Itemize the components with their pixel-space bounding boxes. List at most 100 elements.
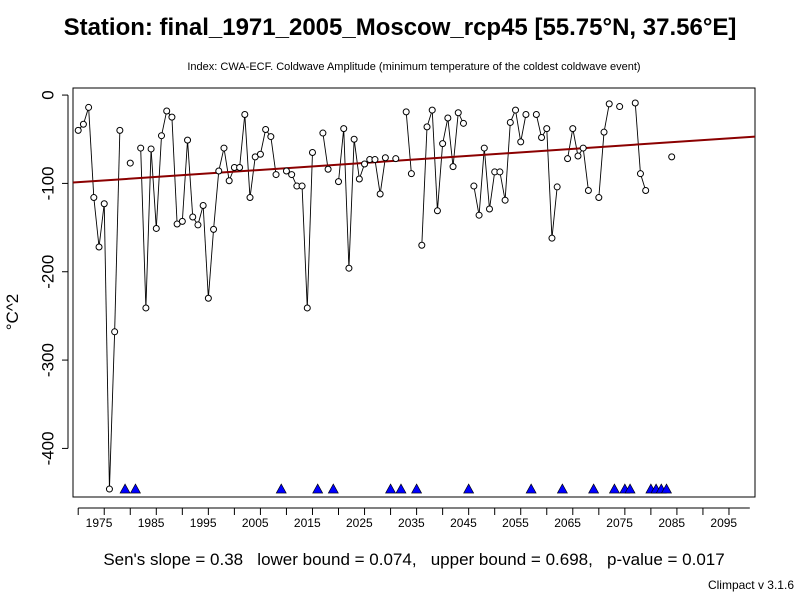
data-point — [350, 135, 358, 143]
data-point — [267, 133, 275, 141]
series-segment — [405, 111, 412, 174]
series-segment — [348, 139, 355, 269]
data-point — [600, 128, 608, 136]
series-segment — [478, 148, 485, 216]
data-point — [532, 111, 540, 119]
series-segment — [150, 148, 157, 229]
x-tick-label: 1985 — [138, 516, 165, 530]
series-segment — [140, 148, 147, 308]
data-point — [142, 304, 150, 312]
data-point — [225, 177, 233, 185]
series-segment — [603, 103, 610, 133]
data-point — [126, 159, 134, 167]
series-segment — [98, 203, 105, 248]
series-segment — [306, 152, 313, 308]
series-segment — [442, 117, 449, 144]
data-point — [574, 152, 582, 160]
data-point — [579, 144, 587, 152]
series-segment — [239, 114, 246, 168]
series-segment — [338, 128, 345, 182]
data-point — [335, 178, 343, 186]
data-point — [184, 136, 192, 144]
data-point — [262, 126, 270, 134]
data-point — [543, 125, 551, 133]
series-segment — [187, 140, 194, 218]
x-tick-label: 1975 — [86, 516, 113, 530]
series-segment — [379, 157, 386, 195]
data-point — [569, 125, 577, 133]
series-segment — [421, 126, 428, 246]
missing-value-marker — [385, 483, 397, 494]
x-tick-label: 2015 — [294, 516, 321, 530]
data-point — [553, 183, 561, 191]
series-segment — [213, 170, 220, 230]
series-segment — [218, 147, 225, 172]
x-tick-label: 2045 — [450, 516, 477, 530]
data-point — [371, 156, 379, 164]
missing-value-marker — [624, 483, 636, 494]
data-point — [308, 148, 316, 156]
data-point — [137, 144, 145, 152]
data-point — [152, 224, 160, 232]
x-tick-label: 2055 — [502, 516, 529, 530]
series-segment — [223, 147, 230, 181]
data-point — [282, 167, 290, 175]
data-point — [506, 118, 514, 126]
series-segment — [322, 132, 329, 170]
data-point — [324, 165, 332, 173]
data-point — [178, 217, 186, 225]
missing-value-marker — [119, 483, 131, 494]
data-point — [480, 144, 488, 152]
series-segment — [171, 117, 178, 225]
data-point — [74, 126, 82, 134]
x-tick-label: 2005 — [242, 516, 269, 530]
data-point — [215, 167, 223, 175]
series-segment — [634, 102, 641, 174]
data-point — [204, 294, 212, 302]
missing-value-marker — [327, 483, 339, 494]
data-point — [340, 125, 348, 133]
data-point — [512, 106, 520, 114]
data-point — [111, 328, 119, 336]
y-tick-label: -400 — [38, 431, 57, 465]
data-point — [272, 171, 280, 179]
data-point — [220, 144, 228, 152]
data-point — [407, 170, 415, 178]
data-point — [636, 170, 644, 178]
data-point — [418, 241, 426, 249]
series-segment — [259, 129, 267, 155]
data-point — [168, 113, 176, 121]
series-segment — [374, 159, 381, 195]
series-segment — [598, 132, 605, 198]
data-point — [199, 201, 207, 209]
x-tick-label: 2025 — [346, 516, 373, 530]
data-point — [454, 109, 462, 117]
data-point — [303, 304, 311, 312]
data-point — [194, 221, 202, 229]
data-point — [105, 485, 113, 493]
data-point — [402, 108, 410, 116]
data-point — [538, 133, 546, 141]
series-segment — [452, 112, 459, 167]
data-point — [668, 153, 676, 161]
data-point — [642, 186, 650, 194]
missing-value-marker — [608, 483, 620, 494]
missing-value-marker — [395, 483, 407, 494]
missing-value-marker — [525, 483, 537, 494]
x-tick-label: 2075 — [606, 516, 633, 530]
missing-value-marker — [275, 483, 287, 494]
data-point — [241, 111, 249, 119]
series-segment — [202, 205, 209, 299]
series-segment — [301, 186, 308, 308]
chart-subtitle: Index: CWA-ECF. Coldwave Amplitude (mini… — [187, 61, 641, 73]
data-point — [616, 103, 624, 111]
data-point — [163, 107, 171, 115]
series-segment — [343, 128, 350, 269]
series-segment — [447, 117, 454, 167]
data-point — [459, 119, 467, 127]
series-segment — [473, 185, 480, 216]
series-segment — [504, 122, 511, 201]
y-tick-label: -100 — [38, 166, 57, 200]
x-tick-label: 2095 — [710, 516, 737, 530]
data-point — [355, 175, 363, 183]
